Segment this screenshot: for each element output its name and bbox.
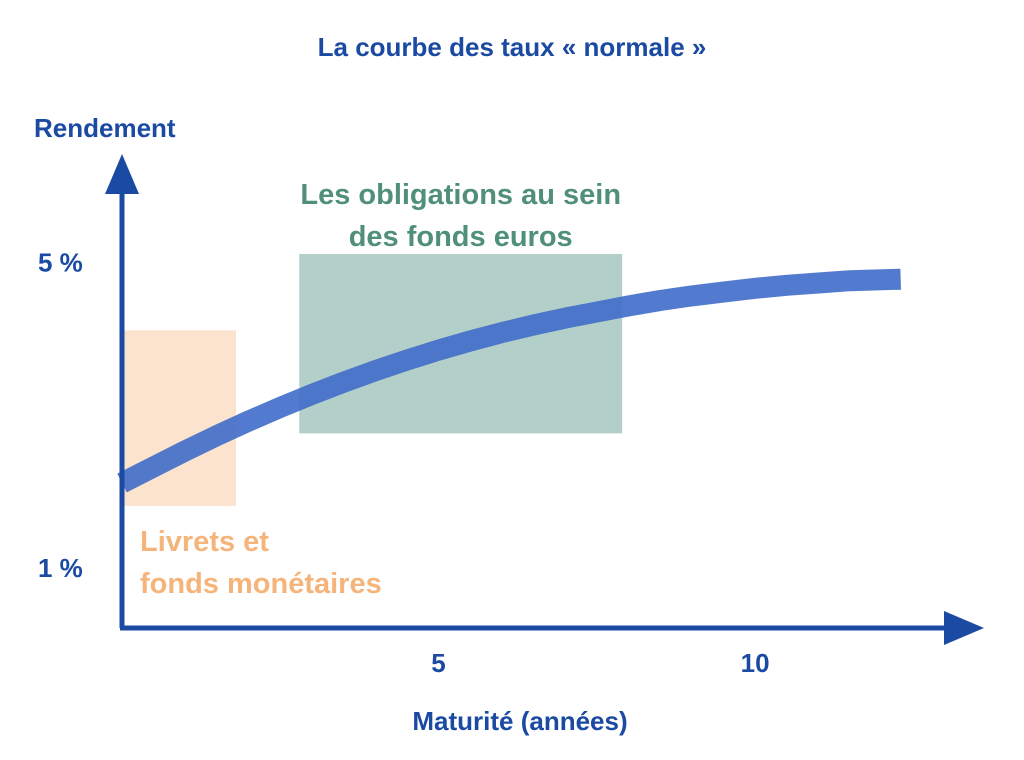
curve-layer [117, 268, 902, 493]
ticks-layer: 5 10 1 % 5 % [38, 248, 770, 678]
y-axis-label: Rendement [34, 113, 176, 143]
region-obligations-label-line: des fonds euros [349, 221, 573, 253]
x-axis-arrowhead [944, 611, 984, 645]
region-obligations-label-line: Les obligations au sein [300, 179, 621, 211]
region-livrets-label-line: fonds monétaires [140, 568, 382, 600]
region-labels-layer: Livrets et fonds monétaires Les obligation… [140, 179, 621, 600]
x-tick-label: 5 [431, 648, 445, 678]
yield-curve-line [117, 268, 902, 493]
x-tick-label: 10 [741, 648, 770, 678]
y-tick-label: 5 % [38, 248, 83, 278]
axes-layer [105, 154, 984, 645]
chart-title: La courbe des taux « normale » [318, 32, 707, 62]
region-livrets-label-line: Livrets et [140, 526, 269, 558]
y-axis-arrowhead [105, 154, 139, 194]
x-axis-label: Maturité (années) [412, 706, 627, 736]
y-tick-label: 1 % [38, 553, 83, 583]
